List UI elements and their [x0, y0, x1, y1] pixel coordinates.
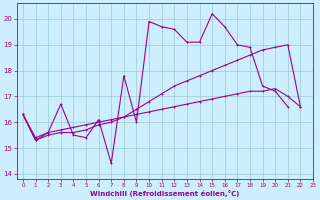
X-axis label: Windchill (Refroidissement éolien,°C): Windchill (Refroidissement éolien,°C) [90, 190, 240, 197]
